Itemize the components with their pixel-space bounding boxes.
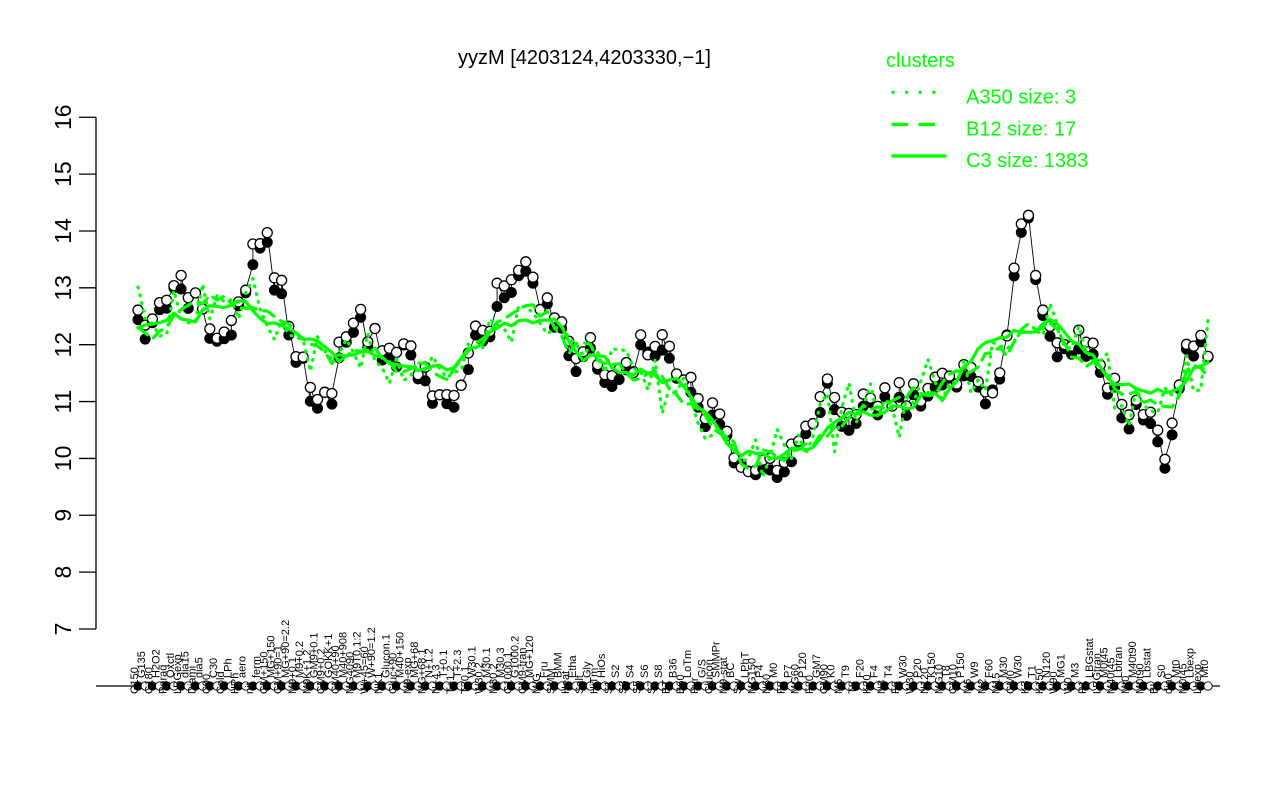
svg-text:P120: P120 (797, 652, 809, 678)
svg-text:M5: M5 (833, 679, 845, 694)
svg-text:M6: M6 (962, 679, 974, 694)
svg-text:S2: S2 (610, 665, 622, 678)
svg-text:aero: aero (237, 656, 249, 678)
svg-text:16: 16 (50, 104, 76, 130)
svg-text:B12 size: 17: B12 size: 17 (966, 119, 1076, 141)
svg-text:W+90=1.2: W+90=1.2 (366, 627, 378, 678)
svg-text:P150: P150 (955, 652, 967, 678)
svg-text:clusters: clusters (886, 50, 955, 72)
svg-text:M3: M3 (1070, 663, 1082, 678)
svg-text:BT: BT (660, 680, 672, 694)
svg-text:S8: S8 (653, 665, 665, 678)
svg-text:13: 13 (50, 275, 76, 301)
svg-text:8: 8 (50, 566, 76, 579)
svg-text:T4: T4 (883, 665, 895, 678)
svg-text:M0: M0 (768, 663, 780, 678)
svg-text:T8: T8 (847, 681, 859, 694)
svg-text:yyzM [4203124,4203330,−1]: yyzM [4203124,4203330,−1] (458, 47, 711, 69)
svg-text:Etha: Etha (567, 654, 579, 678)
svg-text:9: 9 (50, 509, 76, 522)
svg-text:10: 10 (50, 446, 76, 472)
svg-text:S5: S5 (632, 681, 644, 694)
svg-text:W0: W0 (1063, 678, 1075, 695)
svg-text:MG+120: MG+120 (524, 636, 536, 679)
svg-text:Pyr: Pyr (689, 677, 701, 694)
svg-text:12: 12 (50, 332, 76, 358)
svg-text:Lbstat: Lbstat (1142, 648, 1154, 678)
svg-text:BC: BC (725, 663, 737, 678)
svg-text:M2: M2 (976, 679, 988, 694)
svg-text:11: 11 (50, 390, 76, 414)
svg-text:Lbtran: Lbtran (1113, 647, 1125, 678)
svg-text:BI: BI (1149, 684, 1161, 694)
svg-text:S3: S3 (617, 681, 629, 694)
svg-text:LoTm: LoTm (682, 650, 694, 678)
svg-text:S6: S6 (639, 665, 651, 678)
svg-text:K0: K0 (826, 665, 838, 678)
svg-text:A350 size: 3: A350 size: 3 (966, 87, 1076, 109)
svg-text:Sw: Sw (732, 679, 744, 694)
svg-text:14: 14 (50, 218, 76, 244)
svg-text:W9: W9 (969, 662, 981, 679)
svg-text:Mt0: Mt0 (1199, 660, 1211, 678)
svg-text:nit: nit (244, 682, 256, 694)
svg-text:T9: T9 (840, 665, 852, 678)
svg-text:HiOs: HiOs (596, 653, 608, 678)
svg-text:S7: S7 (646, 681, 658, 694)
svg-text:15: 15 (50, 161, 76, 187)
svg-text:W30: W30 (1012, 655, 1024, 678)
svg-text:S1: S1 (603, 681, 615, 694)
svg-text:F8: F8 (775, 681, 787, 694)
svg-text:MG1: MG1 (1055, 654, 1067, 678)
svg-text:F6: F6 (890, 681, 902, 694)
svg-text:S4: S4 (625, 665, 637, 678)
svg-text:7: 7 (50, 623, 76, 636)
svg-text:K3: K3 (1019, 681, 1031, 694)
svg-text:C3 size: 1383: C3 size: 1383 (966, 150, 1088, 172)
svg-text:P1: P1 (1077, 681, 1089, 694)
svg-text:N3: N3 (876, 680, 888, 694)
svg-text:F4: F4 (869, 665, 881, 678)
